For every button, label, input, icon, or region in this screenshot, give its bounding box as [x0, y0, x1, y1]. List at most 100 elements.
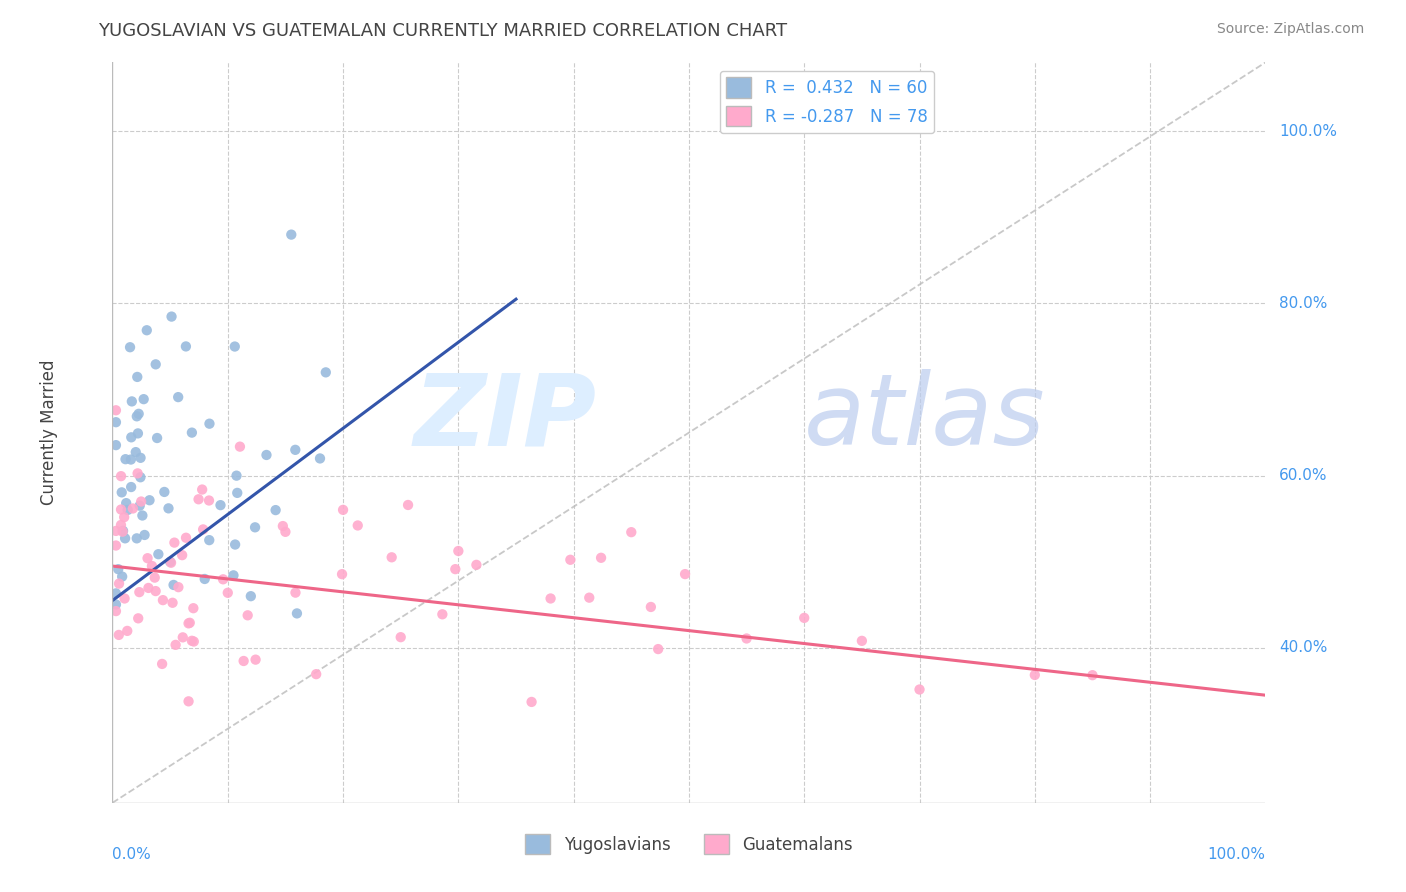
Point [381, 550, 404, 565]
Point [120, 430, 142, 444]
Point [153, 485, 176, 500]
Point [540, 591, 562, 606]
Point [125, 409, 148, 424]
Point [107, 628, 129, 642]
Point [107, 562, 129, 576]
Point [284, 442, 307, 457]
Point [111, 485, 134, 500]
Point [129, 470, 152, 484]
Point [117, 624, 139, 638]
Point [128, 585, 150, 599]
Point [127, 370, 149, 384]
Point [908, 682, 931, 697]
Point [305, 667, 328, 681]
Point [118, 340, 141, 354]
Point [174, 531, 197, 545]
Point [141, 559, 163, 574]
Text: Source: ZipAtlas.com: Source: ZipAtlas.com [1216, 22, 1364, 37]
Point [236, 608, 259, 623]
Point [128, 407, 150, 421]
Point [447, 544, 470, 558]
Point [225, 468, 247, 483]
Point [673, 567, 696, 582]
Point [104, 415, 127, 429]
Point [432, 607, 454, 622]
Text: Currently Married: Currently Married [39, 359, 58, 506]
Point [127, 467, 149, 481]
Point [110, 518, 132, 533]
Point [148, 547, 170, 561]
Point [647, 642, 669, 657]
Point [191, 483, 214, 497]
Text: YUGOSLAVIAN VS GUATEMALAN CURRENTLY MARRIED CORRELATION CHART: YUGOSLAVIAN VS GUATEMALAN CURRENTLY MARR… [98, 22, 787, 40]
Point [121, 394, 143, 409]
Point [187, 492, 209, 507]
Point [264, 503, 287, 517]
Point [224, 537, 246, 551]
Point [620, 525, 643, 540]
Point [1081, 668, 1104, 682]
Text: 100.0%: 100.0% [1208, 847, 1265, 863]
Point [191, 523, 214, 537]
Point [117, 503, 139, 517]
Point [465, 558, 488, 572]
Point [104, 539, 127, 553]
Point [239, 589, 262, 603]
Point [444, 562, 467, 576]
Point [735, 632, 758, 646]
Point [793, 611, 815, 625]
Point [167, 580, 190, 594]
Text: 40.0%: 40.0% [1279, 640, 1327, 656]
Point [198, 417, 221, 431]
Point [180, 633, 202, 648]
Point [131, 508, 153, 523]
Point [132, 392, 155, 406]
Text: 60.0%: 60.0% [1279, 468, 1327, 483]
Point [271, 519, 294, 533]
Point [163, 535, 186, 549]
Text: ZIP: ZIP [413, 369, 596, 467]
Point [285, 607, 308, 621]
Point [114, 452, 136, 467]
Point [226, 486, 249, 500]
Point [112, 510, 135, 524]
Point [104, 403, 127, 417]
Point [851, 633, 873, 648]
Point [125, 445, 148, 459]
Point [640, 599, 662, 614]
Point [165, 638, 187, 652]
Point [183, 634, 205, 648]
Point [128, 499, 150, 513]
Point [229, 440, 252, 454]
Point [245, 653, 267, 667]
Point [256, 448, 278, 462]
Point [129, 450, 152, 465]
Point [104, 598, 127, 612]
Point [135, 323, 157, 337]
Point [396, 498, 419, 512]
Point [104, 604, 127, 618]
Point [198, 533, 221, 548]
Point [111, 524, 134, 539]
Point [520, 695, 543, 709]
Point [212, 572, 235, 586]
Point [591, 550, 613, 565]
Point [143, 571, 166, 585]
Point [138, 581, 160, 595]
Point [232, 654, 254, 668]
Point [127, 611, 149, 625]
Point [177, 616, 200, 631]
Point [145, 357, 167, 371]
Point [167, 390, 190, 404]
Point [111, 569, 134, 583]
Point [172, 548, 194, 562]
Point [217, 586, 239, 600]
Point [224, 339, 246, 353]
Text: atlas: atlas [804, 369, 1046, 467]
Point [172, 631, 194, 645]
Point [129, 494, 152, 508]
Point [152, 593, 174, 607]
Point [346, 518, 368, 533]
Point [136, 551, 159, 566]
Point [159, 555, 181, 569]
